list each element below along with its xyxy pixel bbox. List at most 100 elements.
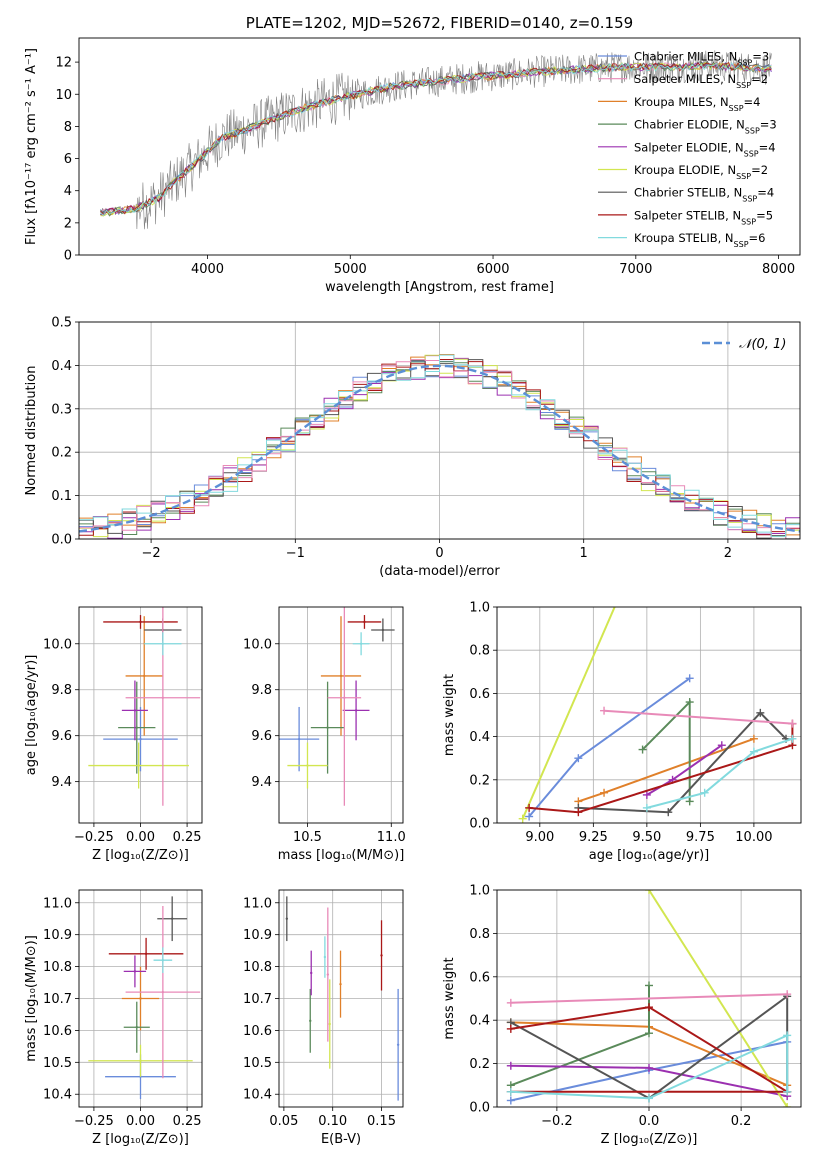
- panel5-ytick-label: 10.8: [43, 960, 72, 975]
- series-line-6: [529, 723, 794, 814]
- panel4-xlabel: age [log₁₀(age/yr)]: [589, 848, 710, 863]
- data-point-1: [139, 997, 142, 1000]
- panel0-xtick-label: 6000: [476, 262, 509, 277]
- panel2-ytick-label: 9.4: [51, 775, 72, 790]
- data-point-4: [306, 764, 309, 767]
- panel7-xtick-label: 0.0: [639, 1114, 660, 1129]
- data-point-6: [144, 952, 148, 956]
- panel4-plot-area: [518, 607, 797, 823]
- panel6-ytick-label: 10.9: [243, 928, 272, 943]
- panel7-xtick-label: −0.2: [541, 1114, 573, 1129]
- legend-entry-2: Kroupa MILES, NSSP=4: [634, 95, 760, 113]
- series-line-5: [578, 711, 787, 814]
- panel1-xtick-label: −2: [142, 546, 161, 561]
- data-point-3: [133, 970, 137, 973]
- model-line-8: [100, 61, 772, 217]
- panel6-xtick-label: 0.15: [367, 1114, 396, 1129]
- legend-entry-5: Kroupa ELODIE, NSSP=2: [634, 163, 768, 181]
- data-point-5: [170, 917, 174, 920]
- series-line-7: [603, 709, 793, 725]
- panel6-xlabel: E(B-V): [321, 1132, 361, 1147]
- panel0-xtick-label: 4000: [191, 262, 224, 277]
- data-point-2: [326, 726, 329, 729]
- panel4-frame: [496, 606, 802, 824]
- panel6-xtick-label: 0.10: [318, 1114, 347, 1129]
- panel5-ytick-label: 10.4: [43, 1088, 72, 1103]
- panel3-plot-area: [279, 607, 395, 806]
- panel5-ytick-label: 11.0: [43, 896, 72, 911]
- panel4-xtick-label: 9.00: [525, 830, 554, 845]
- panel2-frame: [78, 606, 203, 824]
- panel6-ytick-label: 11.0: [243, 896, 272, 911]
- panel5-ytick-label: 10.6: [43, 1024, 72, 1039]
- panel7-ytick-label: 1.0: [469, 884, 490, 899]
- data-point-2: [135, 726, 138, 729]
- normal-curve: [79, 364, 800, 533]
- panel5-ytick-label: 10.7: [43, 992, 72, 1007]
- panel7-frame: [496, 889, 802, 1108]
- data-point-6: [380, 954, 383, 957]
- panel1-ytick-label: 0.1: [51, 489, 72, 504]
- panel3-ytick-label: 9.6: [251, 729, 272, 744]
- panel6-ytick-label: 10.4: [243, 1088, 272, 1103]
- panel1-xtick-label: 2: [724, 546, 732, 561]
- data-point-6: [139, 620, 142, 624]
- panel7-ylabel: mass weight: [442, 957, 457, 1039]
- panel0-ytick-label: 4: [64, 184, 72, 199]
- panel1-ytick-label: 0.4: [51, 359, 72, 374]
- data-point-8: [359, 642, 363, 645]
- panel4-ytick-label: 0.6: [469, 687, 490, 702]
- panel0-xlabel: wavelength [Angstrom, rest frame]: [325, 280, 554, 295]
- data-point-7: [343, 696, 346, 699]
- panel5-ylabel: mass [log₁₀(M/M⊙)]: [24, 935, 39, 1062]
- panel2-xtick-label: 0.00: [126, 830, 155, 845]
- legend-entry-6: Chabrier STELIB, NSSP=4: [634, 186, 774, 204]
- panel3-ytick-label: 10.0: [243, 637, 272, 652]
- data-point-3: [310, 971, 313, 975]
- data-point-1: [143, 674, 146, 678]
- legend-normal-label: 𝒩(0, 1): [739, 337, 786, 352]
- panel0-ytick-label: 2: [64, 216, 72, 231]
- panel0-xtick-label: 7000: [619, 262, 652, 277]
- panel1-ylabel: Normed distribution: [24, 366, 39, 496]
- data-point-7: [161, 696, 165, 699]
- legend-entry-3: Chabrier ELODIE, NSSP=3: [634, 118, 777, 136]
- panel4-ytick-label: 0.4: [469, 730, 490, 745]
- panel1-xtick-label: 0: [435, 546, 443, 561]
- panel1-xtick-label: −1: [286, 546, 305, 561]
- panel5-frame: [78, 889, 203, 1108]
- panel7-xlabel: Z [log₁₀(Z/Z⊙)]: [601, 1132, 698, 1147]
- panel0-xtick-label: 5000: [334, 262, 367, 277]
- panel2-plot-area: [88, 607, 201, 806]
- panel6-frame: [278, 889, 404, 1108]
- panel7-xtick-label: 0.2: [731, 1114, 752, 1129]
- panel1-xlabel: (data-model)/error: [379, 564, 500, 579]
- data-point-5: [381, 628, 385, 632]
- panel0-ytick-label: 8: [64, 120, 72, 135]
- panel4-ylabel: mass weight: [442, 674, 457, 756]
- panel2-ytick-label: 9.6: [51, 729, 72, 744]
- panel4-xtick-label: 9.75: [686, 830, 715, 845]
- panel5-xtick-label: 0.00: [126, 1114, 155, 1129]
- panel2-ytick-label: 9.8: [51, 683, 72, 698]
- data-point-0: [396, 1043, 400, 1046]
- panel1-ytick-label: 0.0: [51, 533, 72, 548]
- panel6-ytick-label: 10.6: [243, 1024, 272, 1039]
- data-point-7: [161, 990, 165, 994]
- panel6-xtick-label: 0.05: [269, 1114, 298, 1129]
- chart-title: PLATE=1202, MJD=52672, FIBERID=0140, z=0…: [246, 14, 633, 32]
- series-line-8: [510, 1033, 789, 1100]
- panel3-frame: [278, 606, 404, 824]
- model-line-1: [100, 61, 772, 215]
- series-line-6: [510, 1006, 791, 1093]
- data-point-1: [339, 982, 342, 986]
- panel6-ytick-label: 10.8: [243, 960, 272, 975]
- panel7-ytick-label: 0.2: [469, 1057, 490, 1072]
- panel1-ytick-label: 0.3: [51, 402, 72, 417]
- data-point-2: [135, 1026, 138, 1029]
- data-point-2: [309, 1019, 312, 1023]
- hist-series-8: [79, 354, 800, 538]
- legend-entry-7: Salpeter STELIB, NSSP=5: [634, 208, 773, 226]
- panel5-ytick-label: 10.9: [43, 928, 72, 943]
